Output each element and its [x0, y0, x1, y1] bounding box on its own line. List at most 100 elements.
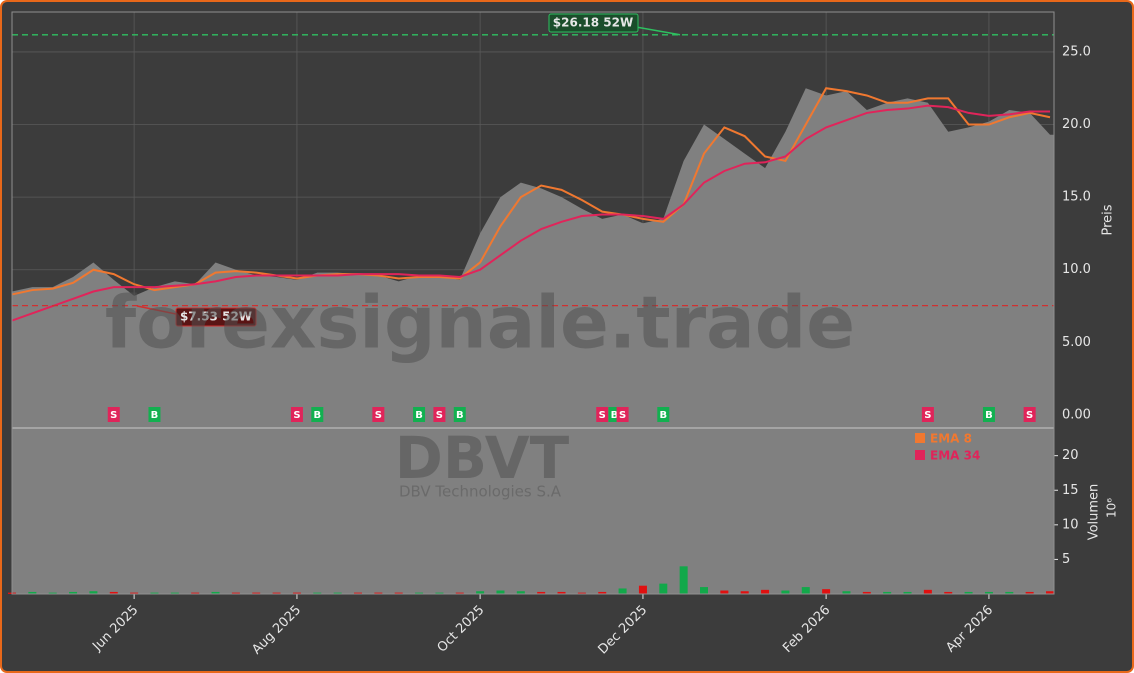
ema-line: [11, 104, 1050, 322]
signal-marker: [433, 407, 446, 422]
volume-bar: [292, 592, 301, 594]
volume-bar: [659, 583, 668, 594]
signal-marker: [413, 407, 426, 422]
signal-label: B: [456, 410, 464, 421]
company-watermark: DBV Technologies S.A: [399, 483, 562, 501]
signal-marker: [372, 407, 385, 422]
volume-bar: [516, 591, 525, 594]
volume-bar: [984, 591, 993, 594]
volume-bar: [883, 591, 892, 594]
price-area: [12, 88, 1054, 594]
y-axis-label: Preis: [1101, 204, 1116, 235]
high-label: $26.18 52W: [553, 16, 633, 30]
signal-marker: [290, 407, 303, 422]
signal-label: S: [1026, 410, 1033, 421]
volume-tick-label: 5: [1062, 552, 1070, 567]
volume-tick-label: 20: [1062, 448, 1079, 463]
volume-bar: [313, 592, 322, 594]
signal-marker: [148, 407, 161, 422]
volume-unit: 10⁶: [1105, 498, 1119, 518]
signal-label: S: [110, 410, 117, 421]
volume-bar: [842, 591, 851, 594]
volume-tick-label: 15: [1062, 483, 1079, 498]
volume-bar: [231, 592, 240, 594]
volume-bar: [69, 591, 78, 594]
y-tick-label: 5.00: [1062, 335, 1091, 350]
volume-bar: [964, 591, 973, 594]
volume-bar: [48, 592, 57, 594]
signal-label: B: [985, 410, 993, 421]
volume-bar: [415, 592, 424, 594]
volume-bar: [1046, 591, 1054, 594]
signal-label: B: [659, 410, 667, 421]
signal-marker: [596, 407, 609, 422]
volume-bar: [1005, 591, 1014, 594]
volume-bar: [191, 592, 200, 594]
volume-bar: [354, 592, 362, 594]
volume-bar: [700, 587, 708, 594]
volume-bar: [476, 591, 485, 594]
y-tick-label: 10.0: [1062, 262, 1091, 277]
signal-label: S: [619, 410, 626, 421]
signal-label: S: [375, 410, 382, 421]
legend-swatch: [915, 450, 925, 460]
volume-bar: [109, 591, 118, 594]
signal-label: B: [151, 410, 159, 421]
high-label-box: [548, 13, 639, 33]
low-label: $7.53 52W: [180, 310, 252, 324]
volume-bar: [28, 591, 37, 594]
volume-bar: [761, 589, 770, 594]
signal-marker: [657, 407, 670, 422]
y-tick-label: 25.0: [1062, 44, 1091, 59]
signal-label: S: [436, 410, 443, 421]
volume-bar: [150, 592, 159, 594]
y-tick-label: 20.0: [1062, 117, 1091, 132]
signal-label: S: [293, 410, 300, 421]
watermark: forexsignale.trade: [105, 281, 855, 365]
volume-bar: [577, 592, 586, 594]
signal-marker: [311, 407, 324, 422]
volume-bar: [89, 591, 98, 594]
signal-label: B: [313, 410, 321, 421]
volume-bar: [333, 592, 342, 594]
volume-bar: [862, 591, 871, 594]
signal-marker: [921, 407, 934, 422]
high-arrow: [635, 26, 681, 36]
y-tick-label: 0.00: [1062, 407, 1091, 422]
volume-bar: [455, 592, 464, 594]
volume-bar: [1025, 591, 1034, 594]
signal-label: B: [611, 410, 619, 421]
volume-bar: [374, 592, 383, 594]
legend-label: EMA 34: [930, 449, 980, 463]
volume-bar: [740, 591, 749, 594]
signal-marker: [1023, 407, 1036, 422]
volume-bar: [272, 592, 281, 594]
volume-bar: [130, 592, 139, 594]
volume-bar: [822, 589, 831, 594]
volume-bar: [170, 592, 179, 594]
low-arrow: [136, 305, 177, 315]
volume-bar: [496, 590, 505, 594]
plot-frame: [11, 11, 1055, 595]
ticker-watermark: DBVT: [395, 424, 570, 492]
volume-bar: [598, 591, 607, 594]
volume-bar: [618, 588, 627, 594]
volume-bar: [801, 587, 810, 594]
volume-bar: [252, 592, 261, 594]
low-label-box: [175, 307, 257, 327]
volume-bar: [903, 591, 912, 594]
volume-bar: [781, 590, 790, 594]
volume-bar: [211, 591, 220, 594]
volume-bar: [944, 591, 953, 594]
signal-label: S: [924, 410, 931, 421]
y-tick-label: 15.0: [1062, 190, 1091, 205]
signal-marker: [616, 407, 629, 422]
volume-bar: [394, 592, 403, 594]
volume-axis-label: Volumen: [1087, 484, 1102, 541]
volume-tick-label: 10: [1062, 517, 1079, 532]
volume-bar: [923, 589, 932, 594]
signal-marker: [982, 407, 995, 422]
volume-bar: [720, 590, 729, 594]
signal-marker: [107, 407, 120, 422]
